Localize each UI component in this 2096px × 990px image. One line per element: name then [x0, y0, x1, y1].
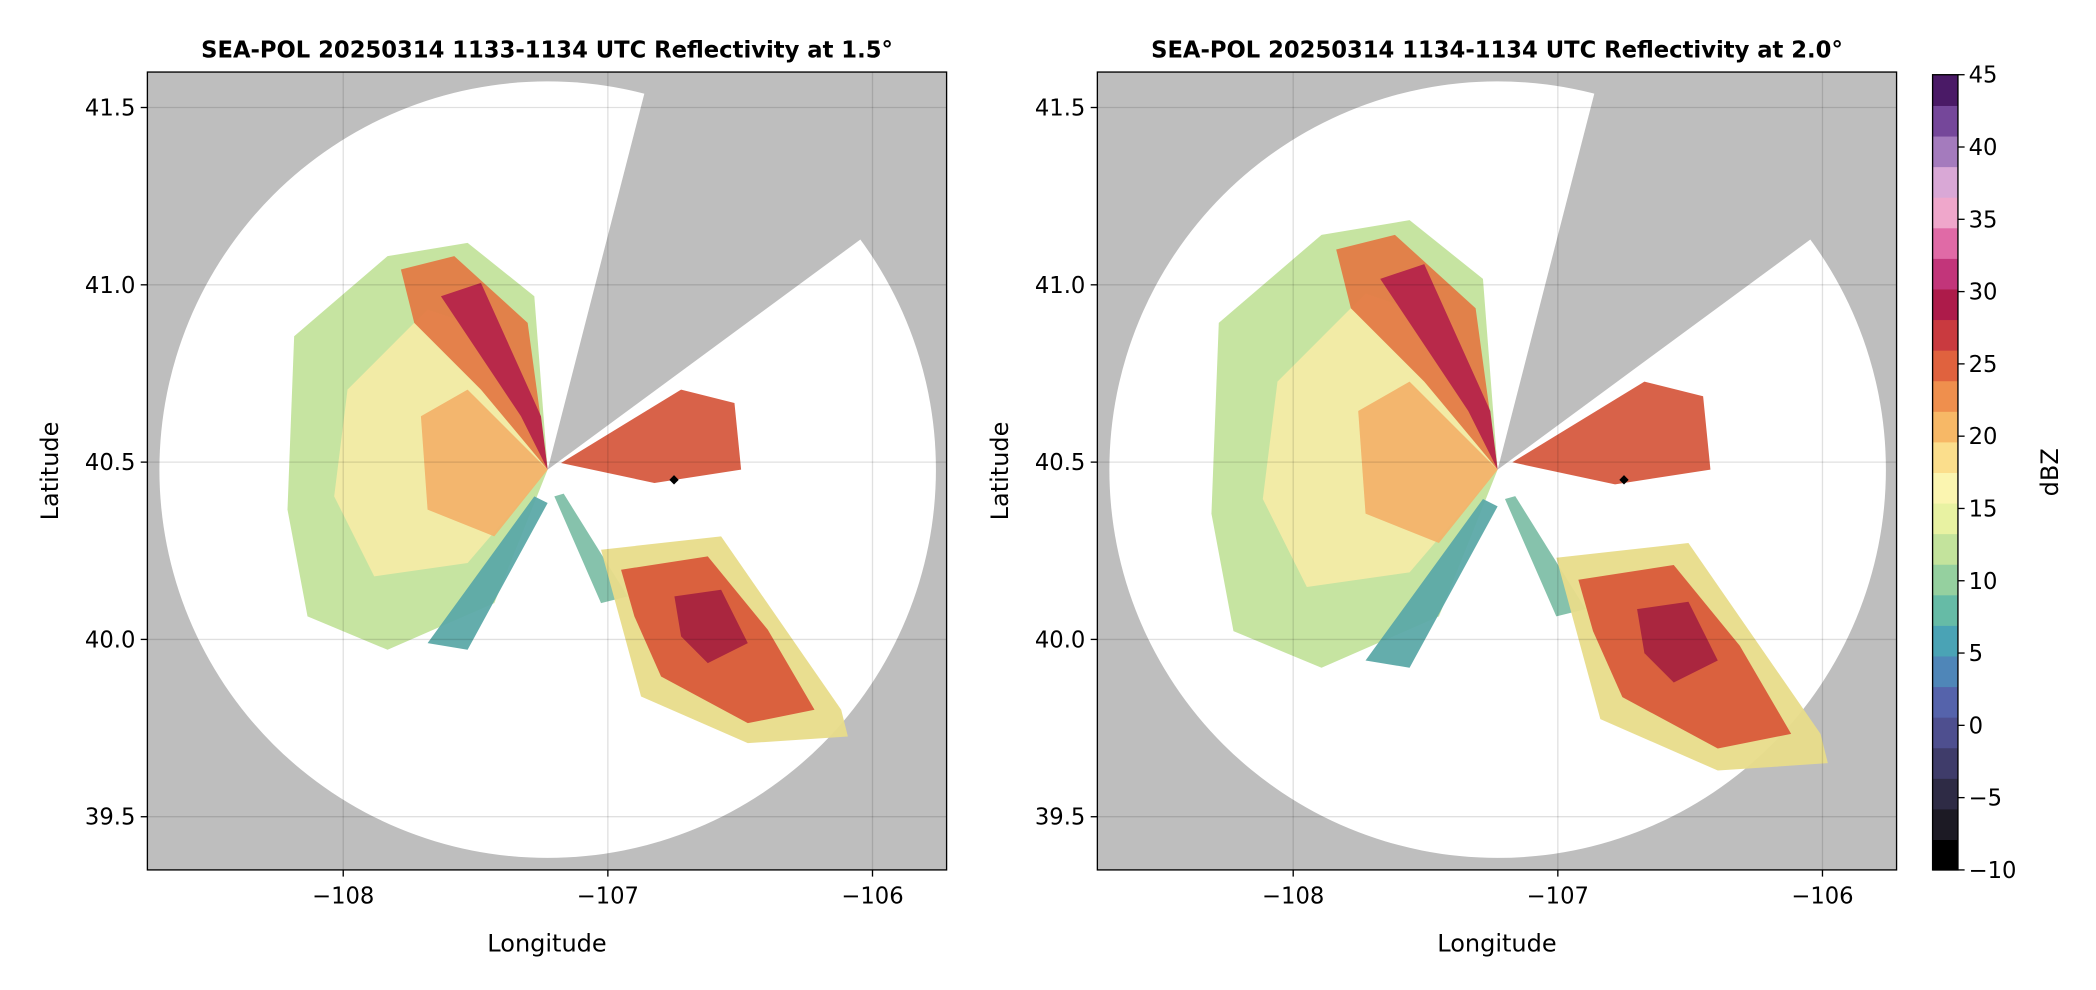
- colorbar-tick-label: 10: [1969, 569, 1998, 595]
- colorbar-band: [1932, 747, 1958, 779]
- blocked-sector: [547, 72, 947, 470]
- echo-region: [561, 389, 742, 483]
- colorbar-band: [1932, 74, 1958, 106]
- colorbar-band: [1932, 349, 1958, 382]
- colorbar-tick-label: 15: [1969, 496, 1998, 522]
- y-tick-label: 40.0: [1035, 627, 1085, 653]
- colorbar-band: [1932, 655, 1958, 688]
- colorbar-band: [1932, 533, 1958, 565]
- colorbar-band: [1932, 716, 1958, 749]
- echo-region: [420, 389, 548, 537]
- colorbar-band: [1932, 227, 1958, 259]
- colorbar-tick-label: 35: [1969, 207, 1998, 233]
- colorbar-band: [1932, 411, 1958, 443]
- colorbar-tick-label: −5: [1969, 786, 2002, 812]
- y-axis-label: Latitude: [36, 422, 64, 521]
- colorbar-tick-label: 45: [1969, 63, 1998, 89]
- colorbar-band: [1932, 564, 1958, 596]
- x-tick-label: −108: [312, 883, 374, 909]
- colorbar-band: [1932, 441, 1958, 473]
- y-tick-label: 41.0: [1035, 273, 1085, 299]
- x-axis-label: Longitude: [487, 929, 606, 957]
- chart-title: SEA-POL 20250314 1133-1134 UTC Reflectiv…: [201, 37, 893, 63]
- x-tick-label: −106: [1791, 883, 1853, 909]
- echo-region: [1365, 499, 1498, 668]
- colorbar-band: [1932, 319, 1958, 351]
- echo-region: [1380, 264, 1498, 470]
- echo-region: [440, 282, 548, 470]
- colorbar-tick-label: 25: [1969, 352, 1998, 378]
- echo-region: [1512, 381, 1711, 485]
- x-tick-label: −108: [1262, 883, 1324, 909]
- blocked-sector: [1497, 72, 1897, 470]
- echo-region: [1336, 234, 1498, 470]
- colorbar-band: [1932, 502, 1958, 535]
- x-tick-label: −106: [841, 883, 903, 909]
- colorbar-band: [1932, 288, 1958, 321]
- colorbar-tick-label: 30: [1969, 280, 1998, 306]
- colorbar-band: [1932, 686, 1958, 718]
- colorbar-band: [1932, 197, 1958, 229]
- colorbar-band: [1932, 380, 1958, 412]
- colorbar-band: [1932, 472, 1958, 504]
- y-tick-label: 40.5: [1035, 450, 1085, 476]
- colorbar-band: [1932, 839, 1958, 871]
- plot-area: [147, 72, 947, 870]
- colorbar-tick-label: 5: [1969, 641, 1983, 667]
- y-tick-label: 41.5: [85, 96, 135, 122]
- colorbar-frame: [1931, 74, 1959, 871]
- y-axis-label: Latitude: [986, 422, 1014, 521]
- echo-region: [1637, 601, 1718, 683]
- chart-title: SEA-POL 20250314 1134-1134 UTC Reflectiv…: [1151, 37, 1843, 63]
- colorbar-tick-label: −10: [1969, 858, 2017, 884]
- colorbar-band: [1932, 625, 1958, 657]
- y-tick-label: 40.0: [85, 627, 135, 653]
- colorbar-band: [1932, 808, 1958, 841]
- y-tick-label: 40.5: [85, 450, 135, 476]
- plot-area: [1097, 72, 1897, 870]
- y-tick-label: 41.5: [1035, 96, 1085, 122]
- colorbar-band: [1932, 258, 1958, 290]
- echo-region: [400, 256, 548, 470]
- x-tick-label: −107: [577, 883, 639, 909]
- x-tick-label: −107: [1527, 883, 1589, 909]
- colorbar-band: [1932, 778, 1958, 810]
- y-tick-label: 41.0: [85, 273, 135, 299]
- y-tick-label: 39.5: [1035, 805, 1085, 831]
- colorbar-tick-label: 20: [1969, 424, 1998, 450]
- plot-frame: [146, 71, 948, 871]
- colorbar-tick-label: 0: [1969, 713, 1983, 739]
- echo-region: [1358, 381, 1498, 544]
- colorbar-band: [1932, 166, 1958, 198]
- x-axis-label: Longitude: [1437, 929, 1556, 957]
- plot-frame: [1096, 71, 1898, 871]
- colorbar-label: dBZ: [2036, 448, 2064, 496]
- colorbar-band: [1932, 594, 1958, 626]
- echo-region: [674, 589, 748, 664]
- y-tick-label: 39.5: [85, 805, 135, 831]
- echo-region: [427, 496, 548, 650]
- colorbar-band: [1932, 135, 1958, 168]
- colorbar-tick-label: 40: [1969, 135, 1998, 161]
- colorbar-band: [1932, 105, 1958, 137]
- radar-marker: [1619, 475, 1629, 485]
